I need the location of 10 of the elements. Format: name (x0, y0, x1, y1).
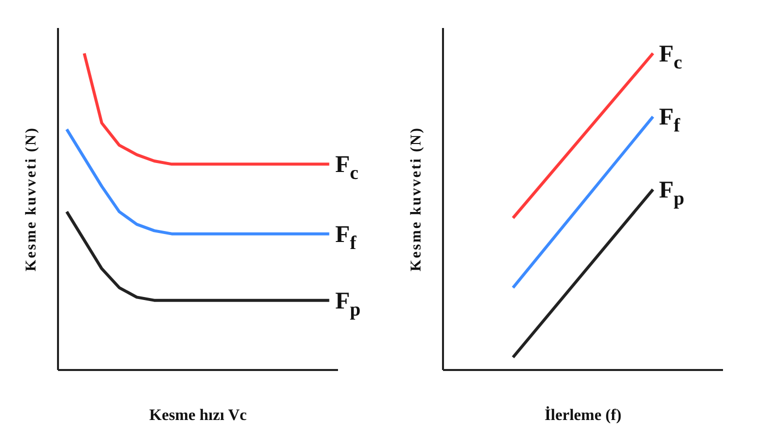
series-label: F$_{f}$ (659, 104, 681, 136)
series-label: F$_{p}$ (335, 288, 361, 320)
y-axis-title: Kesme kuvveti (N) (23, 126, 40, 272)
series-label: F$_{c}$ (659, 41, 683, 73)
series-label: F$_{f}$ (335, 222, 357, 254)
series-label: F$_{c}$ (335, 152, 359, 184)
series-label: F$_{p}$ (659, 178, 684, 210)
x-axis-title: Kesme hızı Vc (149, 407, 247, 424)
y-axis-title: Kesme kuvveti (N) (408, 126, 424, 272)
x-axis-title: İlerleme (f) (544, 406, 622, 424)
